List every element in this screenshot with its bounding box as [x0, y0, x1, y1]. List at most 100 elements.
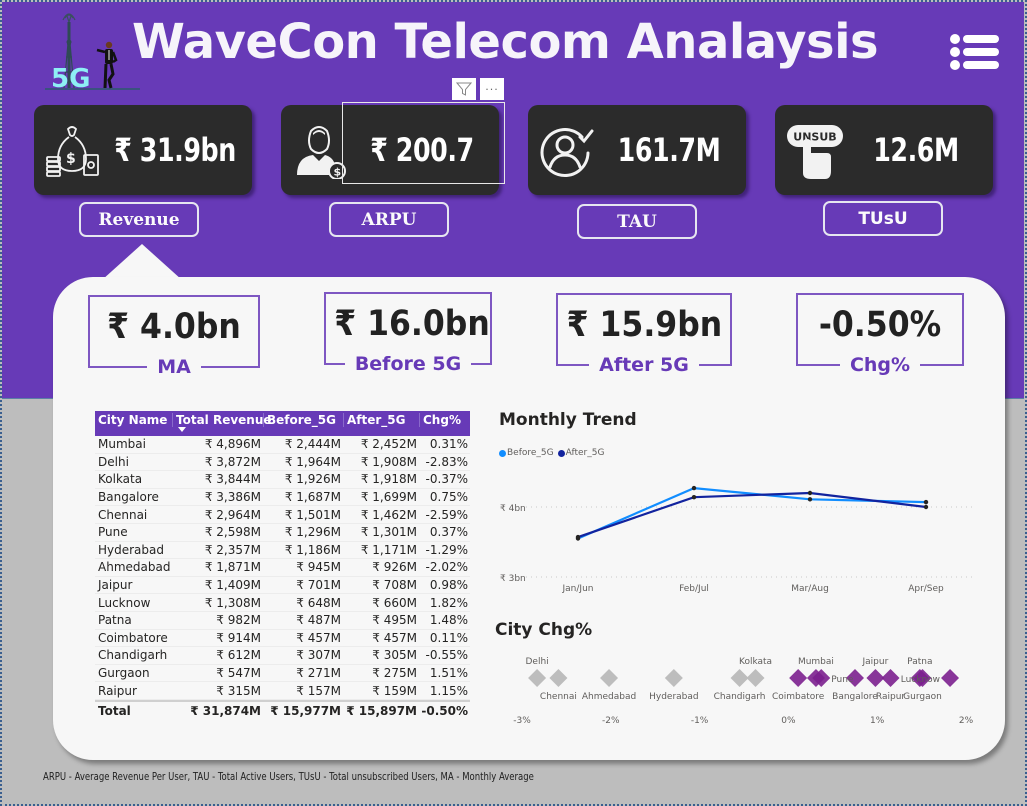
city-diamond-marker[interactable] [789, 669, 808, 687]
metric-card-before-5g: ₹ 16.0bn Before 5G [324, 292, 492, 375]
column-header-total-revenue[interactable]: Total Revenue [173, 413, 272, 432]
city-data-label: Delhi [526, 657, 549, 667]
metric-value-ma: ₹ 4.0bn [107, 307, 241, 347]
data-point-after-5g[interactable] [575, 534, 581, 540]
y-tick-label: ₹ 4bn [500, 504, 526, 514]
series-line-after-5g[interactable] [577, 491, 927, 539]
column-header-after-5g[interactable]: After_5G [344, 413, 420, 427]
table-row[interactable]: Mumbai ₹ 4,896M ₹ 2,444M ₹ 2,452M 0.31% [95, 436, 470, 454]
city-diamond-marker[interactable] [664, 669, 683, 687]
city-data-label: Raipur [876, 692, 905, 702]
cell-chg: 1.48% [429, 613, 468, 628]
kpi-value-revenue: ₹ 31.9bn [114, 131, 236, 169]
city-diamond-marker[interactable] [866, 669, 885, 687]
city-diamond-marker[interactable] [528, 669, 547, 687]
table-row[interactable]: Chennai ₹ 2,964M ₹ 1,501M ₹ 1,462M -2.59% [95, 506, 470, 524]
data-point-after-5g[interactable] [807, 490, 813, 496]
city-diamond-marker[interactable] [941, 669, 960, 687]
selection-pointer [102, 244, 182, 280]
list-menu-icon[interactable] [948, 33, 1000, 73]
x-tick-label: -2% [602, 716, 620, 726]
data-point-after-5g[interactable] [691, 495, 697, 500]
svg-text:$: $ [334, 166, 342, 179]
cell-total-revenue: ₹ 3,844M [204, 472, 261, 487]
arpu-button[interactable]: ARPU [329, 202, 449, 237]
cell-total-revenue: ₹ 1,409M [204, 578, 261, 593]
kpi-card-revenue: $ ₹ 31.9bn [34, 105, 252, 195]
cell-chg: 0.75% [429, 490, 468, 505]
table-row[interactable]: Hyderabad ₹ 2,357M ₹ 1,186M ₹ 1,171M -1.29% [95, 542, 470, 560]
data-point-before-5g[interactable] [691, 485, 697, 491]
x-tick-label: -3% [513, 716, 531, 726]
city-diamond-marker[interactable] [812, 669, 831, 687]
table-row[interactable]: Pune ₹ 2,598M ₹ 1,296M ₹ 1,301M 0.37% [95, 524, 470, 542]
cell-after-5g: ₹ 1,918M [360, 472, 417, 487]
cell-chg: 1.82% [429, 595, 468, 610]
cell-before-5g: ₹ 307M [296, 648, 341, 663]
data-point-after-5g[interactable] [923, 504, 929, 510]
cell-total-revenue: ₹ 4,896M [204, 437, 261, 452]
5g-tower-businessman-icon: 5G [45, 13, 140, 92]
cell-city: Kolkata [98, 472, 143, 487]
legend-item-after-5g[interactable]: After_5G [557, 448, 604, 458]
metric-value-after-5g: ₹ 15.9bn [566, 305, 723, 345]
city-diamond-marker[interactable] [549, 669, 568, 687]
cell-chg: -2.02% [425, 560, 468, 575]
city-diamond-marker[interactable] [746, 669, 765, 687]
cell-total-revenue: ₹ 1,871M [204, 560, 261, 575]
filter-icon [456, 82, 472, 96]
kpi-card-tau: 161.7M [528, 105, 746, 195]
cell-before-5g: ₹ 1,186M [284, 542, 341, 557]
city-data-label: Lucknow [901, 675, 940, 685]
cell-after-5g: ₹ 275M [372, 666, 417, 681]
table-row[interactable]: Chandigarh ₹ 612M ₹ 307M ₹ 305M -0.55% [95, 647, 470, 665]
table-row[interactable]: Delhi ₹ 3,872M ₹ 1,964M ₹ 1,908M -2.83% [95, 454, 470, 472]
city-diamond-marker[interactable] [881, 669, 900, 687]
data-point-before-5g[interactable] [923, 499, 929, 505]
more-options-icon: ··· [485, 82, 499, 96]
money-bag-icon: $ [46, 126, 99, 177]
table-row[interactable]: Lucknow ₹ 1,308M ₹ 648M ₹ 660M 1.82% [95, 594, 470, 612]
column-header-chg[interactable]: Chg% [423, 413, 461, 427]
table-row[interactable]: Jaipur ₹ 1,409M ₹ 701M ₹ 708M 0.98% [95, 577, 470, 595]
more-options-button[interactable]: ··· [480, 78, 504, 100]
x-tick-label: -1% [691, 716, 709, 726]
table-row[interactable]: Ahmedabad ₹ 1,871M ₹ 945M ₹ 926M -2.02% [95, 559, 470, 577]
data-point-before-5g[interactable] [807, 497, 813, 502]
total-after-5g: ₹ 15,897M [346, 703, 417, 718]
city-data-label: Kolkata [739, 657, 772, 667]
city-data-label: Coimbatore [772, 692, 825, 702]
table-row[interactable]: Gurgaon ₹ 547M ₹ 271M ₹ 275M 1.51% [95, 665, 470, 683]
main-panel [53, 277, 1005, 760]
column-header-before-5g[interactable]: Before_5G [264, 413, 344, 427]
table-row[interactable]: Patna ₹ 982M ₹ 487M ₹ 495M 1.48% [95, 612, 470, 630]
city-diamond-marker[interactable] [730, 669, 749, 687]
cell-city: Mumbai [98, 437, 146, 452]
svg-text:UNSUB: UNSUB [793, 131, 836, 144]
table-row[interactable]: Raipur ₹ 315M ₹ 157M ₹ 159M 1.15% [95, 682, 470, 700]
legend-item-before-5g[interactable]: Before_5G [499, 448, 554, 458]
x-tick-label: 1% [870, 716, 885, 726]
column-header-city[interactable]: City Name [95, 413, 173, 427]
metric-label-after-5g: After 5G [599, 354, 689, 376]
cell-city: Coimbatore [98, 630, 168, 645]
city-diamond-marker[interactable] [913, 669, 932, 687]
city-diamond-marker[interactable] [600, 669, 619, 687]
metric-label-ma: MA [157, 356, 191, 378]
filter-button[interactable] [452, 78, 476, 100]
metric-card-chg: -0.50% Chg% [796, 293, 965, 376]
table-row[interactable]: Kolkata ₹ 3,844M ₹ 1,926M ₹ 1,918M -0.37% [95, 471, 470, 489]
cell-chg: -1.29% [425, 542, 468, 557]
cell-chg: 0.31% [429, 437, 468, 452]
tusu-button[interactable]: TUsU [823, 201, 943, 236]
tau-button[interactable]: TAU [577, 204, 697, 239]
kpi-value-arpu: ₹ 200.7 [370, 131, 474, 169]
kpi-card-arpu: $ ₹ 200.7 [281, 105, 499, 195]
revenue-button[interactable]: Revenue [79, 202, 199, 237]
table-row[interactable]: Bangalore ₹ 3,386M ₹ 1,687M ₹ 1,699M 0.75% [95, 489, 470, 507]
y-tick-label: ₹ 3bn [500, 574, 526, 584]
x-tick-label: Mar/Aug [791, 584, 829, 594]
table-row[interactable]: Coimbatore ₹ 914M ₹ 457M ₹ 457M 0.11% [95, 630, 470, 648]
cell-before-5g: ₹ 1,501M [284, 507, 341, 522]
city-diamond-marker[interactable] [846, 669, 864, 687]
